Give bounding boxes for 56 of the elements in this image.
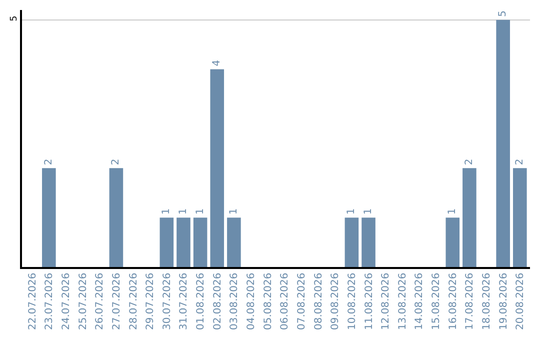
x-tick-label: 19.08.2026 xyxy=(498,272,510,330)
data-label: 2 xyxy=(464,158,475,166)
bar xyxy=(160,218,174,267)
x-tick-label: 17.08.2026 xyxy=(464,272,476,330)
data-label: 1 xyxy=(363,208,374,215)
data-label: 4 xyxy=(212,60,223,66)
x-tick-label: 26.07.2026 xyxy=(94,272,106,330)
data-label: 5 xyxy=(498,10,509,17)
x-tick-label: 03.08.2026 xyxy=(229,272,240,330)
x-tick-label: 01.08.2026 xyxy=(196,272,207,330)
x-tick-label: 02.08.2026 xyxy=(212,272,224,330)
data-label: 1 xyxy=(447,208,458,215)
data-label: 1 xyxy=(178,208,189,215)
x-tick-label: 05.08.2026 xyxy=(262,272,274,330)
x-tick-label: 11.08.2026 xyxy=(364,272,375,330)
x-tick-label: 31.07.2026 xyxy=(178,272,190,330)
x-tick-label: 14.08.2026 xyxy=(414,272,426,330)
x-tick-label: 10.08.2026 xyxy=(346,272,358,330)
bar xyxy=(446,218,460,267)
bar xyxy=(344,218,359,267)
x-tick-label: 30.07.2026 xyxy=(162,272,173,330)
x-tick-label: 28.07.2026 xyxy=(128,272,140,330)
x-tick-label: 23.07.2026 xyxy=(44,272,56,330)
x-tick-label: 16.08.2026 xyxy=(448,272,459,330)
x-tick-label: 07.08.2026 xyxy=(296,272,308,330)
x-tick-label: 04.08.2026 xyxy=(246,272,258,330)
bar xyxy=(362,218,376,267)
x-tick-label: 06.08.2026 xyxy=(280,272,291,330)
data-label: 2 xyxy=(514,158,526,166)
bar xyxy=(193,218,208,267)
x-tick-label: 22.07.2026 xyxy=(27,272,38,330)
x-tick-label: 20.08.2026 xyxy=(515,272,526,330)
bar xyxy=(109,168,124,267)
data-label: 1 xyxy=(346,208,358,215)
x-tick-label: 08.08.2026 xyxy=(313,272,324,330)
data-label: 1 xyxy=(194,208,206,215)
x-tick-label: 18.08.2026 xyxy=(482,272,493,330)
bar xyxy=(176,218,190,267)
bar xyxy=(462,168,476,267)
bar xyxy=(513,168,527,267)
data-label: 2 xyxy=(110,158,122,166)
x-tick-label: 24.07.2026 xyxy=(60,272,72,330)
bar xyxy=(42,168,56,267)
x-tick-label: 13.08.2026 xyxy=(397,272,408,330)
x-tick-label: 15.08.2026 xyxy=(431,272,442,330)
x-tick-label: 27.07.2026 xyxy=(111,272,122,330)
x-tick-label: 12.08.2026 xyxy=(380,272,392,330)
x-tick-label: 25.07.2026 xyxy=(78,272,89,330)
x-tick-label: 09.08.2026 xyxy=(330,272,342,330)
data-label: 1 xyxy=(161,208,172,215)
data-label: 1 xyxy=(228,208,240,215)
data-label: 2 xyxy=(43,158,54,166)
bar xyxy=(227,218,241,267)
bar xyxy=(210,69,224,267)
x-tick-label: 29.07.2026 xyxy=(145,272,156,330)
bar xyxy=(496,20,510,267)
